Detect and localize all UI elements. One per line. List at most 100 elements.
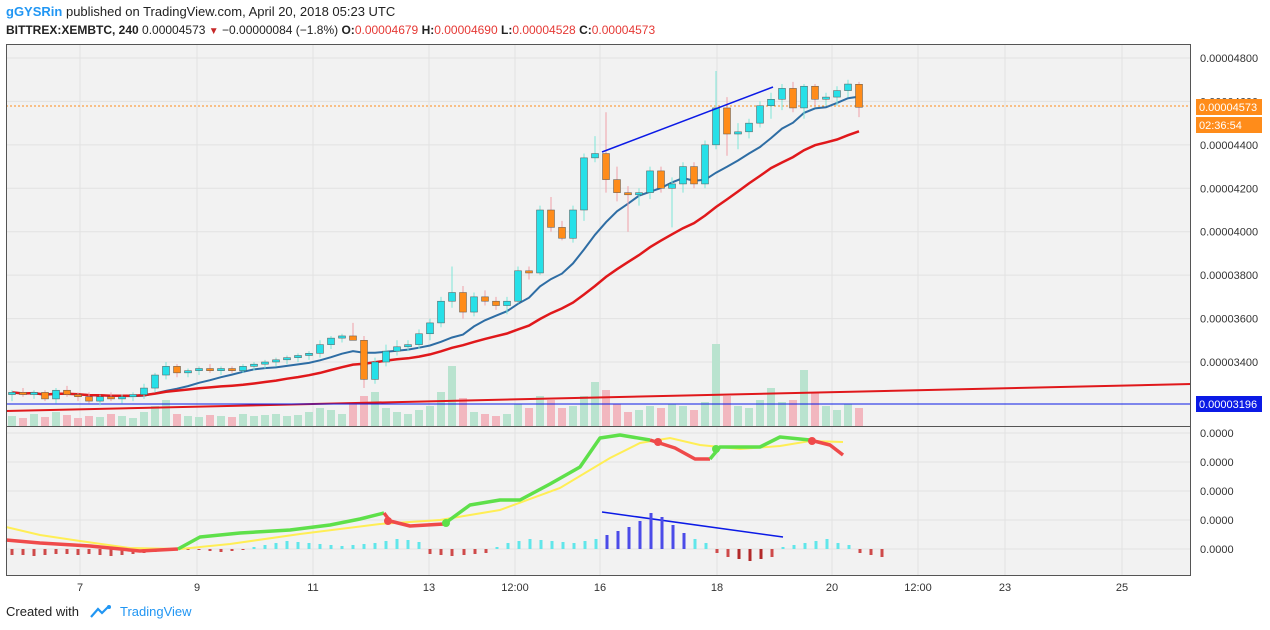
volume-bar <box>624 412 632 426</box>
osc-line-down <box>649 438 710 461</box>
time-tick-label: 16 <box>594 582 606 594</box>
volume-bar <box>811 392 819 426</box>
trendlines[interactable] <box>601 86 784 538</box>
osc-line-down <box>382 511 445 528</box>
candle-down <box>63 389 71 395</box>
volume-bar <box>558 408 566 426</box>
volume-bar <box>822 406 830 426</box>
candle-down <box>789 88 797 109</box>
volume-bar <box>173 414 181 426</box>
volume-bar <box>382 408 390 426</box>
volume-bar <box>360 396 368 426</box>
close-label: C: <box>579 23 592 37</box>
histogram-bar <box>439 549 443 555</box>
candle-up <box>503 300 511 306</box>
volume-bar <box>63 415 71 426</box>
histogram-bar <box>594 539 598 549</box>
candle-up <box>514 270 522 302</box>
candle-up <box>316 344 324 354</box>
histogram-bar <box>638 521 642 549</box>
volume-bar <box>349 404 357 426</box>
ma-slow-line <box>11 130 860 398</box>
volume-bar <box>118 416 126 426</box>
histogram-bar <box>219 549 223 552</box>
hline-badge-bg <box>1196 396 1262 412</box>
volume-bar <box>745 408 753 426</box>
open-label: O: <box>341 23 355 37</box>
time-tick-label: 23 <box>999 582 1011 594</box>
histogram-bar <box>671 525 675 549</box>
histogram-bar <box>362 544 366 549</box>
volume-bar <box>569 406 577 426</box>
osc-tick-label: 0.0000 <box>1200 428 1234 440</box>
candle-down <box>459 292 467 313</box>
histogram-bar <box>285 541 289 549</box>
volume-bar <box>228 417 236 426</box>
volume-bar <box>371 392 379 426</box>
price-tick-label: 0.00004200 <box>1200 183 1258 195</box>
candle-up <box>569 209 577 239</box>
symbol-legend: BITTREX:XEMBTC, 240 0.00004573 ▼ −0.0000… <box>6 22 655 40</box>
price-axis[interactable]: 0.000048000.000046000.000044000.00004200… <box>1196 53 1262 556</box>
histogram-bar <box>473 549 477 554</box>
osc-line-down <box>809 438 845 457</box>
price-badge-bg <box>1196 99 1262 115</box>
histogram-bar <box>572 543 576 549</box>
symbol-name[interactable]: BITTREX:XEMBTC, 240 <box>6 23 139 37</box>
candle-up <box>239 366 247 371</box>
time-tick-label: 11 <box>307 582 318 594</box>
candle-down <box>85 396 93 402</box>
time-tick-label: 13 <box>423 582 435 594</box>
volume-bar <box>393 412 401 426</box>
published-info: published on TradingView.com, April 20, … <box>65 4 396 19</box>
osc-tick-label: 0.0000 <box>1200 544 1234 556</box>
candle-down <box>206 368 214 371</box>
volume-bar <box>844 404 852 426</box>
oscillator <box>5 433 884 561</box>
histogram-bar <box>76 549 80 555</box>
candle-up <box>745 122 753 133</box>
histogram-bar <box>263 545 267 549</box>
candle-down <box>811 85 819 100</box>
histogram-bar <box>847 545 851 549</box>
volume-bar <box>668 404 676 426</box>
volume-bar <box>437 392 445 426</box>
volume-bar <box>800 370 808 426</box>
histogram-bar <box>109 549 113 556</box>
osc-line-up <box>177 511 385 551</box>
down-arrow-icon: ▼ <box>208 26 219 37</box>
price-tick-label: 0.00004800 <box>1200 53 1258 65</box>
volume-bar <box>261 415 269 426</box>
candle-down <box>228 368 236 371</box>
candle-down <box>349 335 357 341</box>
last-price: 0.00004573 <box>142 23 206 37</box>
candle-up <box>470 296 478 313</box>
volume-bar <box>129 418 137 426</box>
tradingview-link[interactable]: TradingView <box>120 604 192 619</box>
histogram-bar <box>384 541 388 549</box>
time-tick-label: 25 <box>1116 582 1128 594</box>
histogram-bar <box>307 543 311 549</box>
footer: Created with TradingView <box>6 604 192 619</box>
candle-up <box>426 322 434 335</box>
histogram-bar <box>98 549 102 555</box>
volume-bar <box>756 400 764 426</box>
volume-bar <box>426 406 434 426</box>
candles <box>8 71 863 406</box>
osc-line-up <box>442 433 651 526</box>
candle-up <box>635 192 643 196</box>
candle-down <box>547 209 555 228</box>
histogram-bar <box>186 549 190 550</box>
histogram-bar <box>715 549 719 553</box>
histogram-bar <box>495 547 499 549</box>
candle-down <box>173 366 181 374</box>
volume-bar <box>415 410 423 426</box>
time-tick-label: 20 <box>826 582 838 594</box>
volume-bar <box>184 416 192 426</box>
volume-bar <box>789 400 797 426</box>
author-name[interactable]: gGYSRin <box>6 4 63 19</box>
candle-up <box>8 392 16 395</box>
candle-up <box>646 170 654 193</box>
time-axis[interactable]: 7 9 11 13 12:00 16 18 20 12:00 23 25 <box>77 582 1128 594</box>
